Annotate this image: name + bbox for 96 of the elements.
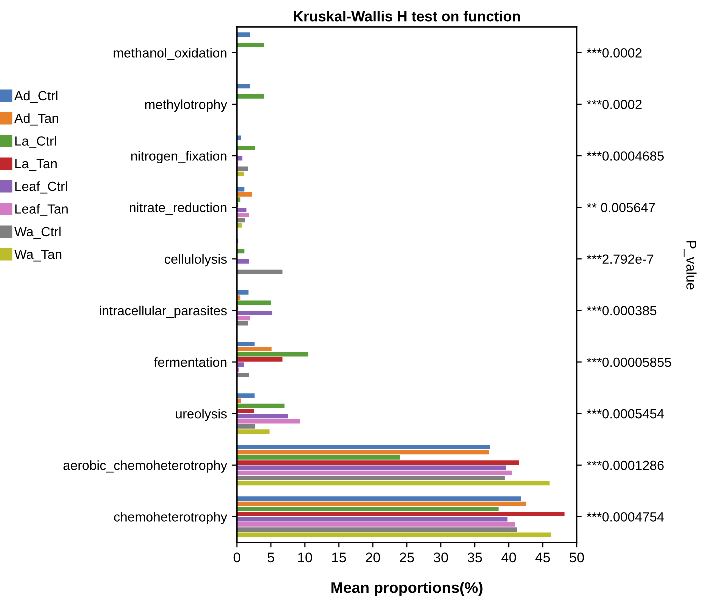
bar [237,404,285,408]
y-tick-label: methylotrophy [145,100,228,112]
bar [237,32,250,38]
bar [237,506,499,512]
bar [237,394,255,398]
bar [237,311,273,316]
bar [237,347,272,352]
x-tick-label: 35 [468,552,482,563]
y-tick-label: fermentation [154,357,227,368]
y2-tick-label: ***0.0004685 [586,152,664,161]
bar [237,522,516,527]
legend-label: Wa_Tan [14,250,62,262]
bar [237,372,250,378]
bar [237,481,550,486]
y-tick-label: aerobic_chemoheterotrophy [64,460,228,473]
y-tick-label: chemoheterotrophy [114,512,228,524]
x-tick-label: 20 [366,552,380,563]
bar [237,466,506,470]
x-tick-label: 40 [502,552,516,563]
x-tick-label: 50 [570,552,584,563]
y-tick-label: nitrate_reduction [130,202,227,215]
bar [237,419,300,424]
bar [237,342,255,346]
y2-tick-label: ***0.0005454 [586,409,664,419]
y2-tick-label: ***0.0002 [586,48,642,58]
bar [237,502,526,506]
bar [237,517,508,522]
y-tick-label: methanol_oxidation [114,48,227,60]
y2-tick-label: ***0.0002 [586,100,642,110]
legend-label: Ad_Tan [14,114,58,126]
legend-label: La_Tan [16,159,57,172]
bar [237,84,250,89]
legend-label: La_Ctrl [16,136,56,148]
chart-title: Kruskal-Wallis H test on function [294,11,520,22]
bar [237,409,254,414]
x-axis-title: Mean proportions(%) [332,582,483,596]
bar [237,218,246,223]
bar [237,136,242,140]
x-tick-label: 30 [434,552,448,563]
legend-label: Leaf_Tan [16,204,68,216]
bar [237,512,565,517]
bar [237,208,247,212]
bar [237,528,518,532]
bar [237,290,249,295]
y2-tick-label: ***0.0004754 [586,512,664,522]
bar [237,172,244,176]
x-tick-label: 0 [234,552,240,563]
bar [237,460,520,465]
legend-label: Wa_Ctrl [14,226,61,240]
legend-label: Ad_Ctrl [14,90,58,104]
bar [237,249,245,254]
bar [237,352,309,357]
x-tick-label: 15 [332,552,346,563]
legend-label: Leaf_Ctrl [16,182,68,194]
x-tick-label: 10 [298,552,312,563]
bar [237,424,256,429]
bar [237,470,512,476]
y-tick-label: nitrogen_fixation [132,151,227,164]
x-tick-label: 25 [400,552,414,563]
bar [237,450,490,455]
bar [237,146,256,150]
y-tick-label: intracellular_parasites [100,306,227,318]
bar [237,321,248,326]
bar [237,414,288,419]
bar [237,445,490,450]
y-tick-label: cellulolysis [164,254,227,267]
bar [237,496,522,502]
y2-tick-label: ***0.000385 [586,306,657,316]
y-tick-label: ureolysis [176,409,227,422]
bar [237,156,243,161]
bar [237,296,241,300]
bar [237,357,283,362]
bar [237,398,242,404]
bar [237,192,252,197]
x-tick-label: 45 [536,552,550,563]
y2-tick-label: ** 0.005647 [586,203,656,212]
y2-tick-label: ***0.0001286 [586,460,664,470]
bar [237,94,264,99]
bar [237,260,250,264]
bar [237,213,250,218]
text: P_value [684,241,697,290]
bar [237,455,400,460]
bar [237,476,505,480]
y2-tick-label: ***0.00005855 [586,358,672,368]
bar [237,223,242,228]
bar [237,42,264,48]
bar [237,362,244,368]
bar [237,166,248,172]
bar [237,430,270,434]
bar [237,300,272,306]
bar [237,316,250,321]
bar [237,270,283,274]
bar [237,532,552,538]
bar [237,198,241,202]
y2-tick-label: ***2.792e-7 [586,254,654,264]
x-tick-label: 5 [268,552,274,563]
